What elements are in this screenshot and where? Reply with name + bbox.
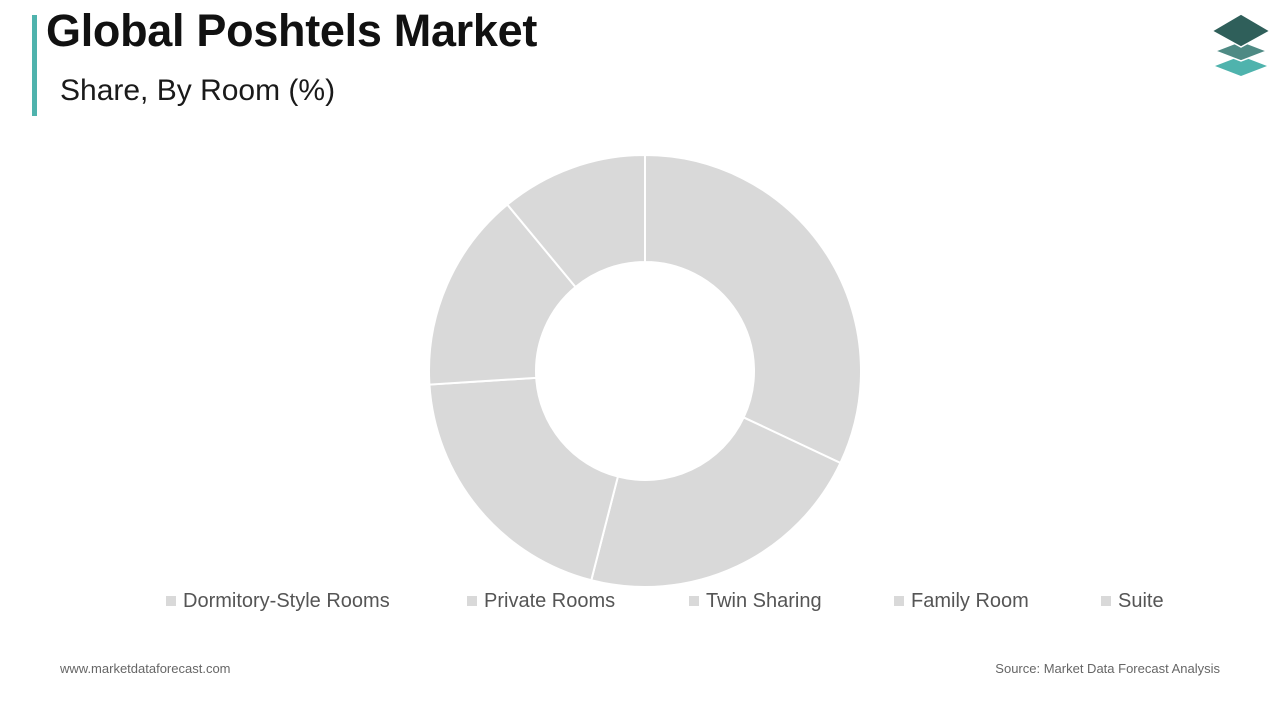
stacked-layers-icon [1210, 13, 1272, 76]
donut-slice-twin-sharing [428, 376, 620, 582]
legend-label: Suite [1118, 589, 1164, 612]
legend-item-private-rooms: Private Rooms [467, 588, 615, 614]
legend-swatch [467, 596, 477, 606]
legend-swatch [1101, 596, 1111, 606]
legend-label: Twin Sharing [706, 589, 822, 612]
legend-swatch [689, 596, 699, 606]
logo-layer-bottom [1215, 56, 1267, 76]
legend-label: Private Rooms [484, 589, 616, 612]
legend-item-twin-sharing: Twin Sharing [689, 588, 822, 614]
donut-slice-dormitory-style-rooms [644, 153, 862, 465]
source-note: Source: Market Data Forecast Analysis [995, 661, 1220, 676]
donut-slice-suite [505, 153, 646, 289]
logo-layer-middle [1212, 40, 1270, 62]
legend-swatch [166, 596, 176, 606]
page-title: Global Poshtels Market [46, 5, 538, 56]
legend-item-dormitory-style-rooms: Dormitory-Style Rooms [166, 588, 390, 614]
donut-slice-private-rooms [590, 416, 842, 588]
logo-layer-top [1210, 13, 1272, 48]
legend-swatch [894, 596, 904, 606]
legend-label: Dormitory-Style Rooms [183, 589, 390, 612]
chart-subtitle: Share, By Room (%) [60, 74, 336, 107]
title-accent-bar [32, 15, 37, 116]
legend-item-suite: Suite [1101, 588, 1164, 614]
donut-slice-family-room [428, 203, 577, 386]
website-url: www.marketdataforecast.com [60, 661, 231, 676]
chart-legend: Dormitory-Style Rooms Private Rooms Twin S… [0, 588, 1280, 614]
legend-label: Family Room [911, 589, 1029, 612]
legend-item-family-room: Family Room [894, 588, 1029, 614]
